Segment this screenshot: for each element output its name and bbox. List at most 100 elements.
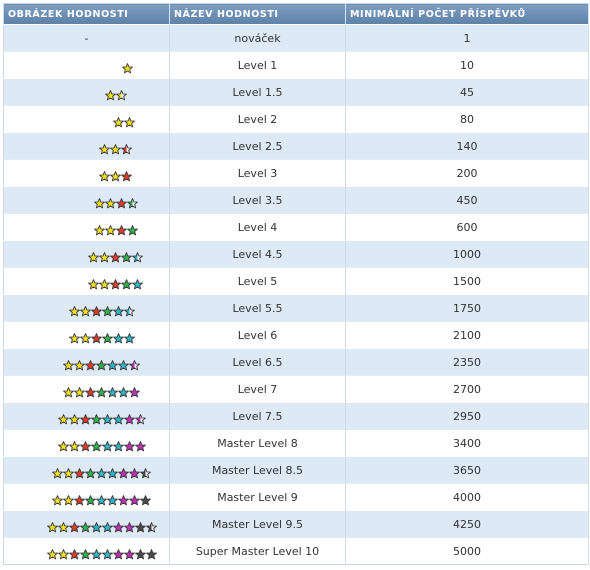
star-icon: [104, 90, 116, 101]
rank-name: Level 1.5: [169, 78, 346, 106]
rank-name: Level 3: [169, 159, 346, 187]
star-icon: [123, 117, 135, 128]
star-icon: [134, 522, 146, 533]
rank-row: Super Master Level 10 5000: [3, 537, 589, 565]
star-icon: [118, 495, 129, 506]
rank-name: Master Level 8.5: [169, 456, 346, 484]
star-icon: [104, 225, 116, 236]
star-icon: [88, 252, 99, 263]
star-icon: [101, 333, 113, 344]
rank-name: Level 5: [169, 267, 346, 295]
rank-min-posts: 3400: [345, 429, 589, 457]
rank-min-posts: 3650: [345, 456, 589, 484]
rank-stars: [122, 63, 133, 74]
star-icon: [79, 306, 91, 317]
star-icon: [112, 549, 124, 560]
star-icon: [118, 360, 129, 371]
rank-min-posts: 4250: [345, 510, 589, 538]
rank-name: Level 6.5: [169, 348, 346, 376]
half-star-icon: [121, 144, 132, 155]
rank-min-posts: 1500: [345, 267, 589, 295]
rank-name: Level 6: [169, 321, 346, 349]
rank-row: Level 1 10: [3, 51, 589, 79]
star-icon: [93, 198, 105, 209]
rank-stars: [46, 522, 157, 533]
rank-image-cell: [3, 78, 170, 106]
star-icon: [68, 549, 80, 560]
rank-table-body: - nováček 1 Level 1 10 Level 1.5 45 Level 2 80 Le…: [3, 24, 589, 565]
rank-min-posts: 1750: [345, 294, 589, 322]
rank-row: Master Level 9.5 4250: [3, 510, 589, 538]
star-icon: [118, 468, 129, 479]
rank-stars: [112, 117, 135, 128]
rank-stars: [52, 468, 151, 479]
half-star-icon: [123, 306, 135, 317]
star-icon: [112, 306, 124, 317]
rank-image-cell: [3, 510, 170, 538]
rank-stars: [63, 387, 140, 398]
star-icon: [63, 495, 74, 506]
half-star-icon: [145, 522, 157, 533]
star-icon: [90, 414, 102, 425]
rank-min-posts: 4000: [345, 483, 589, 511]
rank-image-cell: [3, 213, 170, 241]
rank-name: Level 2: [169, 105, 346, 133]
rank-min-posts: 1000: [345, 240, 589, 268]
star-icon: [96, 387, 107, 398]
rank-image-cell: [3, 429, 170, 457]
rank-min-posts: 10: [345, 51, 589, 79]
rank-min-posts: 2350: [345, 348, 589, 376]
star-icon: [68, 306, 80, 317]
rank-row: Level 2.5 140: [3, 132, 589, 160]
rank-row: Level 4.5 1000: [3, 240, 589, 268]
rank-row: - nováček 1: [3, 24, 589, 52]
rank-stars: [52, 495, 151, 506]
star-icon: [134, 441, 146, 452]
star-icon: [121, 252, 132, 263]
rank-stars: [93, 198, 138, 209]
rank-row: Level 4 600: [3, 213, 589, 241]
half-star-icon: [129, 360, 140, 371]
star-icon: [132, 279, 143, 290]
star-icon: [112, 333, 124, 344]
star-icon: [68, 441, 80, 452]
star-icon: [99, 144, 110, 155]
rank-name: Super Master Level 10: [169, 537, 346, 565]
star-icon: [110, 252, 121, 263]
rank-row: Level 5 1500: [3, 267, 589, 295]
star-icon: [112, 117, 124, 128]
half-star-icon: [115, 90, 127, 101]
rank-name: Level 3.5: [169, 186, 346, 214]
star-icon: [110, 279, 121, 290]
rank-row: Level 6 2100: [3, 321, 589, 349]
rank-image-cell: [3, 321, 170, 349]
rank-image-cell: [3, 348, 170, 376]
star-icon: [79, 441, 91, 452]
star-icon: [68, 414, 80, 425]
star-icon: [123, 441, 135, 452]
star-icon: [57, 441, 69, 452]
star-icon: [129, 495, 140, 506]
star-icon: [99, 252, 110, 263]
star-icon: [140, 495, 151, 506]
star-icon: [115, 198, 127, 209]
star-icon: [79, 549, 91, 560]
star-icon: [85, 387, 96, 398]
rank-stars: [46, 549, 157, 560]
star-icon: [129, 468, 140, 479]
star-icon: [115, 225, 127, 236]
star-icon: [57, 522, 69, 533]
star-icon: [101, 522, 113, 533]
rank-stars: [104, 90, 127, 101]
rank-name: Level 4.5: [169, 240, 346, 268]
star-icon: [121, 171, 132, 182]
rank-image-placeholder: -: [84, 31, 89, 45]
rank-stars: [68, 306, 135, 317]
star-icon: [74, 468, 85, 479]
rank-name: Level 1: [169, 51, 346, 79]
rank-image-cell: [3, 159, 170, 187]
star-icon: [96, 468, 107, 479]
rank-image-cell: -: [3, 24, 170, 52]
star-icon: [90, 306, 102, 317]
star-icon: [129, 387, 140, 398]
